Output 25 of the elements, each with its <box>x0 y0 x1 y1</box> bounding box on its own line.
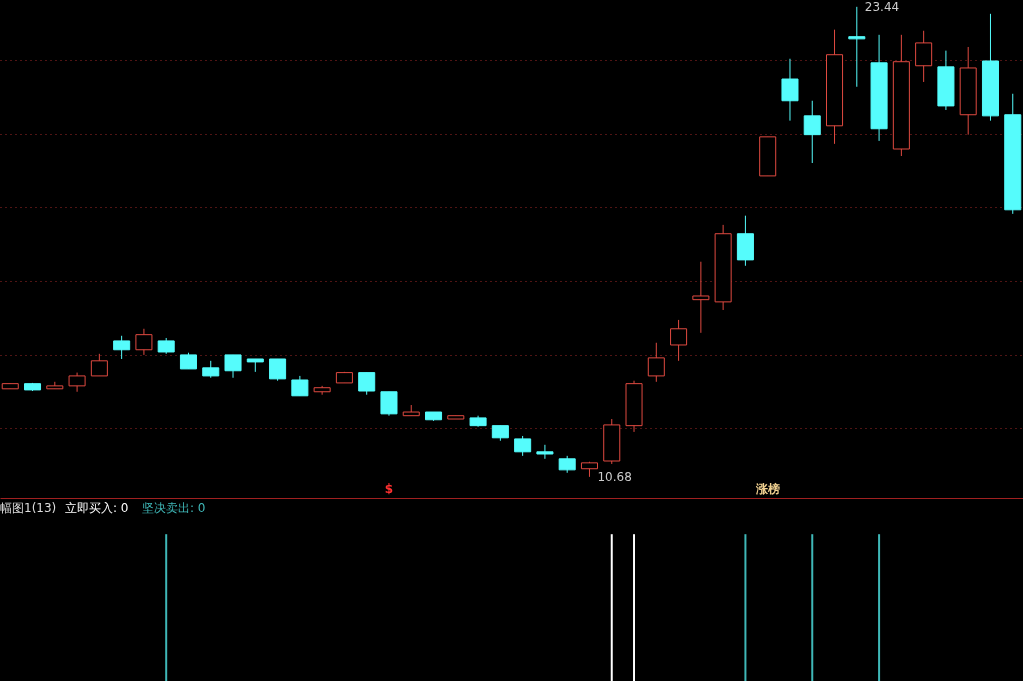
candlestick <box>536 444 554 460</box>
candlestick <box>90 353 108 377</box>
text: $ <box>384 482 394 496</box>
chart-title: 幅图1(13) <box>0 501 57 515</box>
candlestick <box>291 375 309 397</box>
candlestick <box>135 328 153 356</box>
annotation: 23.44 <box>864 0 900 14</box>
candlestick <box>692 261 710 334</box>
candlestick <box>380 391 398 417</box>
candlestick <box>848 6 866 88</box>
candlestick <box>647 342 665 383</box>
candlestick <box>803 100 821 164</box>
candlestick <box>670 319 688 362</box>
candlestick <box>224 354 242 379</box>
candlestick <box>269 358 287 382</box>
text: 坚决卖出: 0 <box>142 501 206 515</box>
candlestick <box>68 372 86 393</box>
candlestick <box>358 372 376 396</box>
text: 涨榜 <box>754 482 780 496</box>
candlestick <box>781 58 799 122</box>
candlestick <box>514 435 532 457</box>
annotation: 10.68 <box>597 469 632 484</box>
candlestick <box>113 335 131 360</box>
candlestick <box>915 30 933 83</box>
text: 立即买入: 0 <box>65 501 129 515</box>
